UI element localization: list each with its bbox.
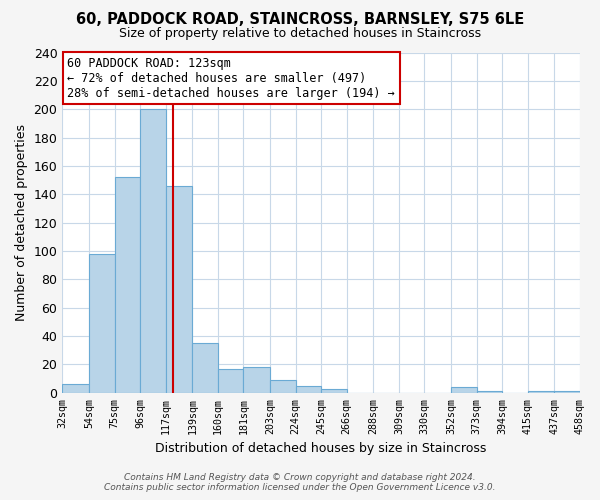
Bar bbox=[528, 392, 554, 393]
Bar bbox=[244, 368, 270, 393]
Bar bbox=[218, 368, 244, 393]
Bar bbox=[89, 254, 115, 393]
Bar bbox=[554, 392, 580, 393]
Bar bbox=[115, 178, 140, 393]
Bar bbox=[477, 392, 502, 393]
X-axis label: Distribution of detached houses by size in Staincross: Distribution of detached houses by size … bbox=[155, 442, 487, 455]
Text: 60 PADDOCK ROAD: 123sqm
← 72% of detached houses are smaller (497)
28% of semi-d: 60 PADDOCK ROAD: 123sqm ← 72% of detache… bbox=[67, 57, 395, 100]
Y-axis label: Number of detached properties: Number of detached properties bbox=[15, 124, 28, 321]
Bar bbox=[451, 387, 477, 393]
Bar bbox=[62, 384, 89, 393]
Bar bbox=[166, 186, 193, 393]
Bar bbox=[296, 386, 321, 393]
Bar bbox=[193, 343, 218, 393]
Text: Size of property relative to detached houses in Staincross: Size of property relative to detached ho… bbox=[119, 28, 481, 40]
Bar bbox=[321, 388, 347, 393]
Text: 60, PADDOCK ROAD, STAINCROSS, BARNSLEY, S75 6LE: 60, PADDOCK ROAD, STAINCROSS, BARNSLEY, … bbox=[76, 12, 524, 28]
Bar bbox=[270, 380, 296, 393]
Bar bbox=[140, 109, 166, 393]
Text: Contains HM Land Registry data © Crown copyright and database right 2024.
Contai: Contains HM Land Registry data © Crown c… bbox=[104, 473, 496, 492]
